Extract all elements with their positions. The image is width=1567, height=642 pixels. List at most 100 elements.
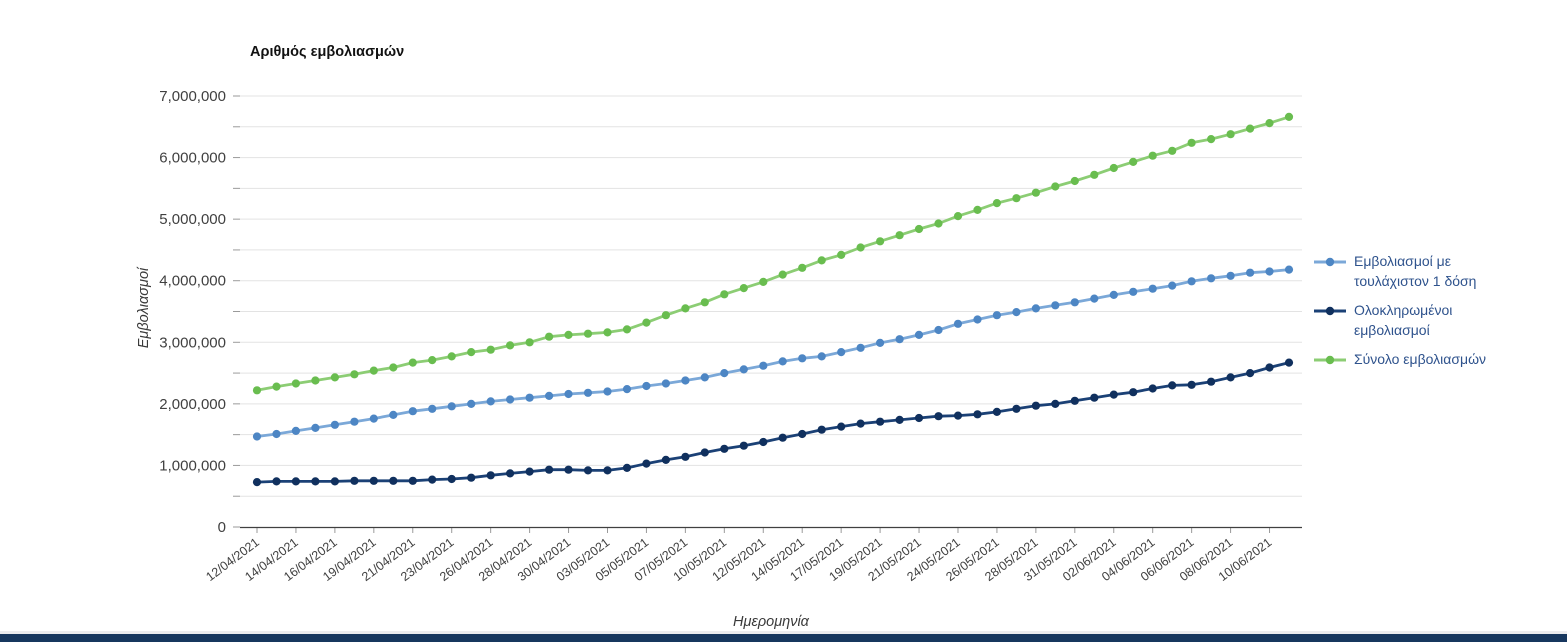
data-point[interactable] (973, 315, 982, 324)
data-point[interactable] (661, 311, 671, 320)
data-point[interactable] (798, 354, 807, 363)
data-point[interactable] (1168, 381, 1177, 390)
data-point[interactable] (661, 379, 671, 388)
data-point[interactable] (447, 352, 456, 361)
data-point[interactable] (486, 345, 495, 354)
data-point[interactable] (1090, 294, 1099, 303)
data-point[interactable] (1284, 358, 1294, 367)
data-point[interactable] (856, 243, 865, 252)
data-point[interactable] (1187, 380, 1196, 389)
data-point[interactable] (408, 407, 417, 416)
data-point[interactable] (1207, 377, 1216, 386)
data-point[interactable] (350, 370, 359, 379)
data-point[interactable] (700, 373, 709, 382)
data-point[interactable] (252, 478, 262, 487)
data-point[interactable] (1246, 124, 1255, 133)
data-point[interactable] (914, 224, 924, 234)
data-point[interactable] (778, 433, 787, 442)
data-point[interactable] (700, 298, 709, 307)
data-point[interactable] (1031, 188, 1040, 197)
data-point[interactable] (973, 410, 982, 419)
data-point[interactable] (428, 404, 437, 413)
data-point[interactable] (681, 376, 690, 385)
data-point[interactable] (681, 452, 690, 461)
data-point[interactable] (311, 376, 320, 385)
data-point[interactable] (408, 358, 417, 367)
data-point[interactable] (272, 382, 281, 391)
data-point[interactable] (1109, 163, 1118, 173)
data-point[interactable] (1031, 304, 1040, 313)
data-point[interactable] (1129, 287, 1138, 296)
data-point[interactable] (408, 476, 417, 485)
data-point[interactable] (837, 250, 846, 259)
data-point[interactable] (661, 455, 671, 464)
data-point[interactable] (778, 270, 787, 279)
data-point[interactable] (992, 311, 1002, 320)
data-point[interactable] (447, 474, 456, 484)
data-point[interactable] (895, 335, 904, 344)
data-point[interactable] (350, 476, 359, 485)
data-point[interactable] (272, 477, 281, 486)
data-point[interactable] (720, 369, 729, 378)
data-point[interactable] (1168, 146, 1177, 155)
data-point[interactable] (1265, 119, 1274, 128)
data-point[interactable] (642, 318, 651, 327)
data-point[interactable] (837, 348, 846, 357)
data-point[interactable] (1090, 170, 1099, 179)
data-point[interactable] (447, 402, 456, 411)
data-point[interactable] (1187, 277, 1196, 286)
data-point[interactable] (369, 366, 378, 375)
data-point[interactable] (1051, 182, 1060, 191)
data-point[interactable] (720, 290, 729, 299)
data-point[interactable] (564, 330, 573, 339)
data-point[interactable] (564, 389, 573, 399)
data-point[interactable] (311, 477, 320, 486)
data-point[interactable] (1012, 194, 1021, 203)
data-point[interactable] (856, 419, 865, 428)
data-point[interactable] (1226, 271, 1235, 280)
data-point[interactable] (1070, 176, 1079, 186)
data-point[interactable] (837, 422, 846, 431)
data-point[interactable] (545, 465, 554, 474)
data-point[interactable] (428, 356, 437, 365)
data-point[interactable] (467, 399, 476, 408)
data-point[interactable] (1148, 284, 1157, 293)
data-point[interactable] (330, 373, 339, 382)
data-point[interactable] (545, 391, 554, 400)
legend-item-1[interactable]: Ολοκληρωμένοι εμβολιασμοί (1313, 300, 1496, 340)
data-point[interactable] (817, 352, 826, 361)
data-point[interactable] (1207, 274, 1216, 283)
data-point[interactable] (739, 365, 748, 374)
data-point[interactable] (486, 397, 495, 406)
data-point[interactable] (1012, 308, 1021, 317)
data-point[interactable] (1265, 267, 1274, 276)
data-point[interactable] (467, 473, 476, 482)
data-point[interactable] (389, 476, 398, 485)
data-point[interactable] (992, 199, 1002, 208)
data-point[interactable] (1031, 401, 1040, 410)
data-point[interactable] (1129, 157, 1138, 166)
data-point[interactable] (681, 304, 690, 313)
data-point[interactable] (914, 413, 924, 423)
legend-item-0[interactable]: Εμβολιασμοί με τουλάχιστον 1 δόση (1313, 251, 1496, 291)
data-point[interactable] (934, 219, 943, 228)
data-point[interactable] (953, 411, 963, 420)
data-point[interactable] (291, 477, 300, 486)
data-point[interactable] (739, 284, 748, 293)
data-point[interactable] (622, 325, 632, 334)
data-point[interactable] (876, 338, 885, 347)
data-point[interactable] (1070, 298, 1079, 307)
data-point[interactable] (603, 328, 612, 337)
data-point[interactable] (1187, 138, 1196, 147)
data-point[interactable] (876, 237, 885, 246)
data-point[interactable] (1284, 112, 1294, 121)
data-point[interactable] (798, 429, 807, 439)
data-point[interactable] (778, 357, 787, 366)
data-point[interactable] (739, 441, 748, 450)
data-point[interactable] (291, 379, 300, 388)
data-point[interactable] (389, 410, 398, 419)
data-point[interactable] (895, 415, 904, 424)
data-point[interactable] (1284, 265, 1294, 274)
data-point[interactable] (369, 414, 378, 423)
data-point[interactable] (1207, 135, 1216, 144)
